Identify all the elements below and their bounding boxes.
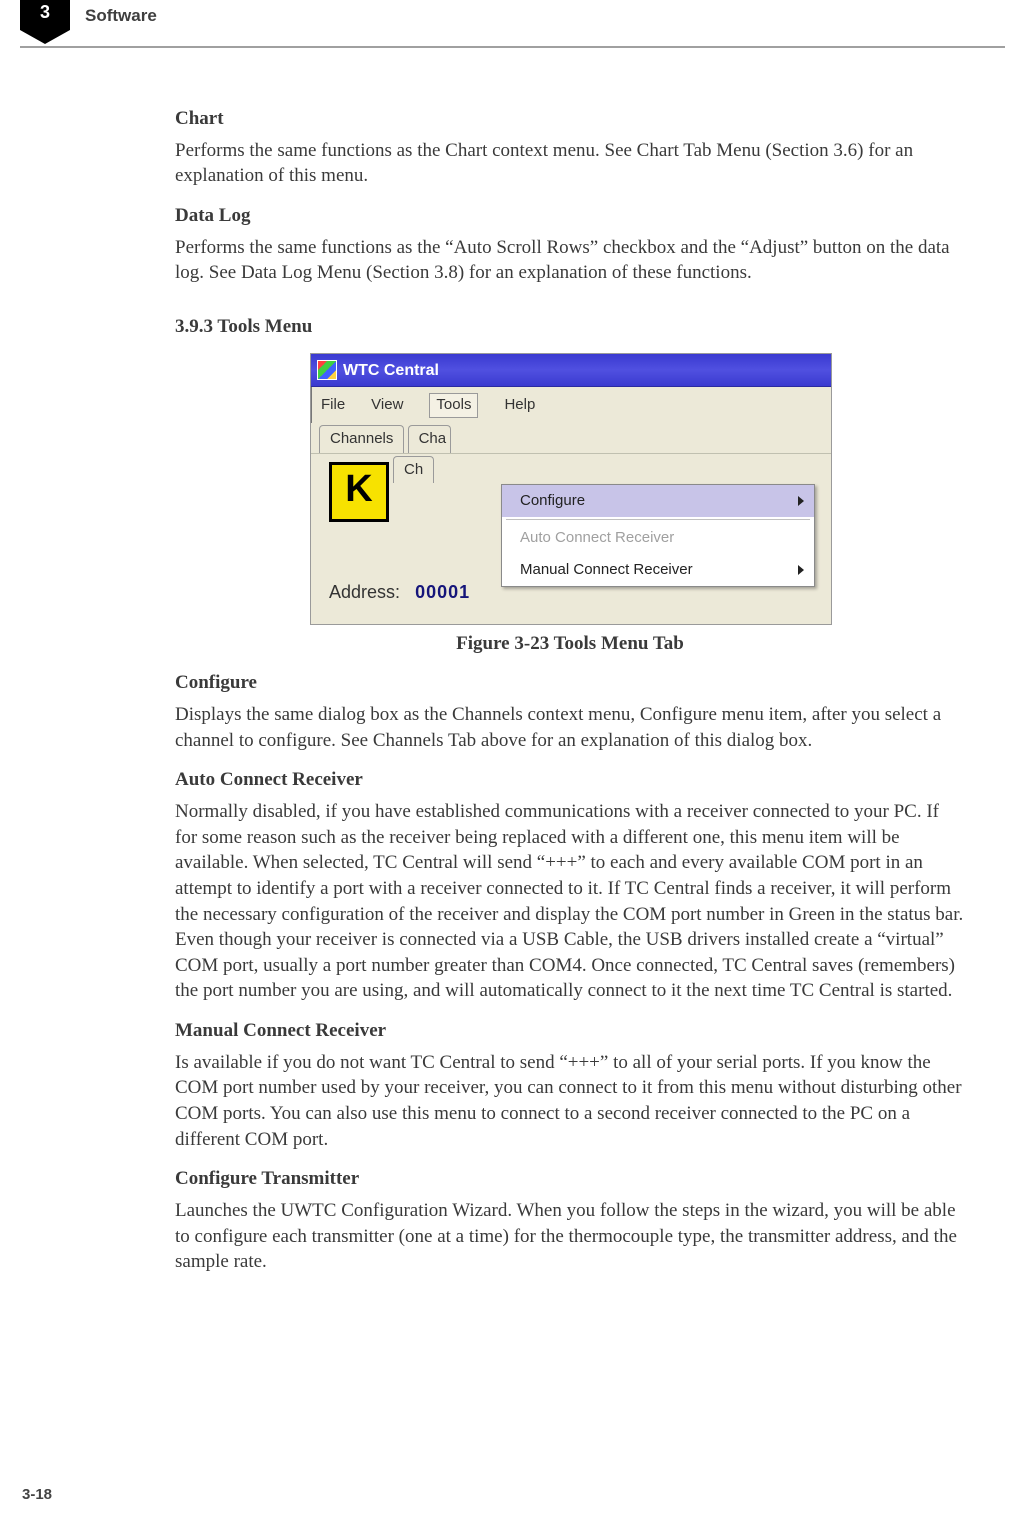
menu-tools[interactable]: Tools: [429, 393, 478, 417]
tabs-row: Channels Cha: [311, 423, 831, 452]
figure-tools-menu: WTC Central File View Tools Help Channel…: [310, 353, 830, 624]
window-body: K Ch Configure Auto Connect Receiver Man…: [311, 453, 831, 624]
dropdown-manual-connect[interactable]: Manual Connect Receiver: [502, 554, 814, 586]
para-datalog: Performs the same functions as the “Auto…: [175, 235, 965, 286]
menubar: File View Tools Help: [311, 387, 831, 423]
page-content: Chart Performs the same functions as the…: [175, 42, 965, 1275]
app-icon: [317, 360, 337, 380]
dropdown-configure-label: Configure: [520, 492, 585, 509]
heading-tools-menu: 3.9.3 Tools Menu: [175, 314, 965, 340]
menu-file[interactable]: File: [321, 395, 345, 415]
dropdown-auto-label: Auto Connect Receiver: [520, 529, 674, 546]
dropdown-manual-label: Manual Connect Receiver: [520, 561, 693, 578]
header-rule: [20, 46, 1005, 48]
para-configure: Displays the same dialog box as the Chan…: [175, 702, 965, 753]
titlebar: WTC Central: [311, 354, 831, 387]
para-configure-transmitter: Launches the UWTC Configuration Wizard. …: [175, 1198, 965, 1275]
address-label: Address:: [329, 582, 400, 602]
page-header: 3 Software: [0, 0, 1025, 42]
dropdown-separator: [506, 519, 810, 520]
figure-caption: Figure 3-23 Tools Menu Tab: [175, 631, 965, 657]
dropdown-configure[interactable]: Configure: [502, 485, 814, 517]
chevron-right-icon: [798, 565, 804, 575]
screenshot-window: WTC Central File View Tools Help Channel…: [310, 353, 832, 624]
window-title: WTC Central: [343, 360, 439, 382]
menu-view[interactable]: View: [371, 395, 403, 415]
address-value: 00001: [415, 582, 470, 602]
chapter-number: 3: [20, 0, 70, 24]
heading-manual-connect: Manual Connect Receiver: [175, 1018, 965, 1044]
para-manual-connect: Is available if you do not want TC Centr…: [175, 1050, 965, 1153]
tools-dropdown: Configure Auto Connect Receiver Manual C…: [501, 484, 815, 587]
chapter-title: Software: [85, 6, 157, 26]
channel-type-badge: K: [329, 462, 389, 522]
dropdown-auto-connect: Auto Connect Receiver: [502, 522, 814, 554]
tab-chart-cut[interactable]: Cha: [408, 425, 452, 452]
chevron-right-icon: [798, 496, 804, 506]
heading-datalog: Data Log: [175, 203, 965, 229]
tab-ch-cut[interactable]: Ch: [393, 456, 434, 483]
heading-auto-connect: Auto Connect Receiver: [175, 767, 965, 793]
chapter-badge: 3: [20, 0, 70, 30]
heading-configure: Configure: [175, 670, 965, 696]
heading-configure-transmitter: Configure Transmitter: [175, 1166, 965, 1192]
para-chart: Performs the same functions as the Chart…: [175, 138, 965, 189]
heading-chart: Chart: [175, 106, 965, 132]
address-row: Address: 00001: [329, 580, 470, 604]
para-auto-connect: Normally disabled, if you have establish…: [175, 799, 965, 1004]
menu-help[interactable]: Help: [504, 395, 535, 415]
page-number: 3-18: [22, 1486, 52, 1503]
tab-channels[interactable]: Channels: [319, 425, 404, 452]
